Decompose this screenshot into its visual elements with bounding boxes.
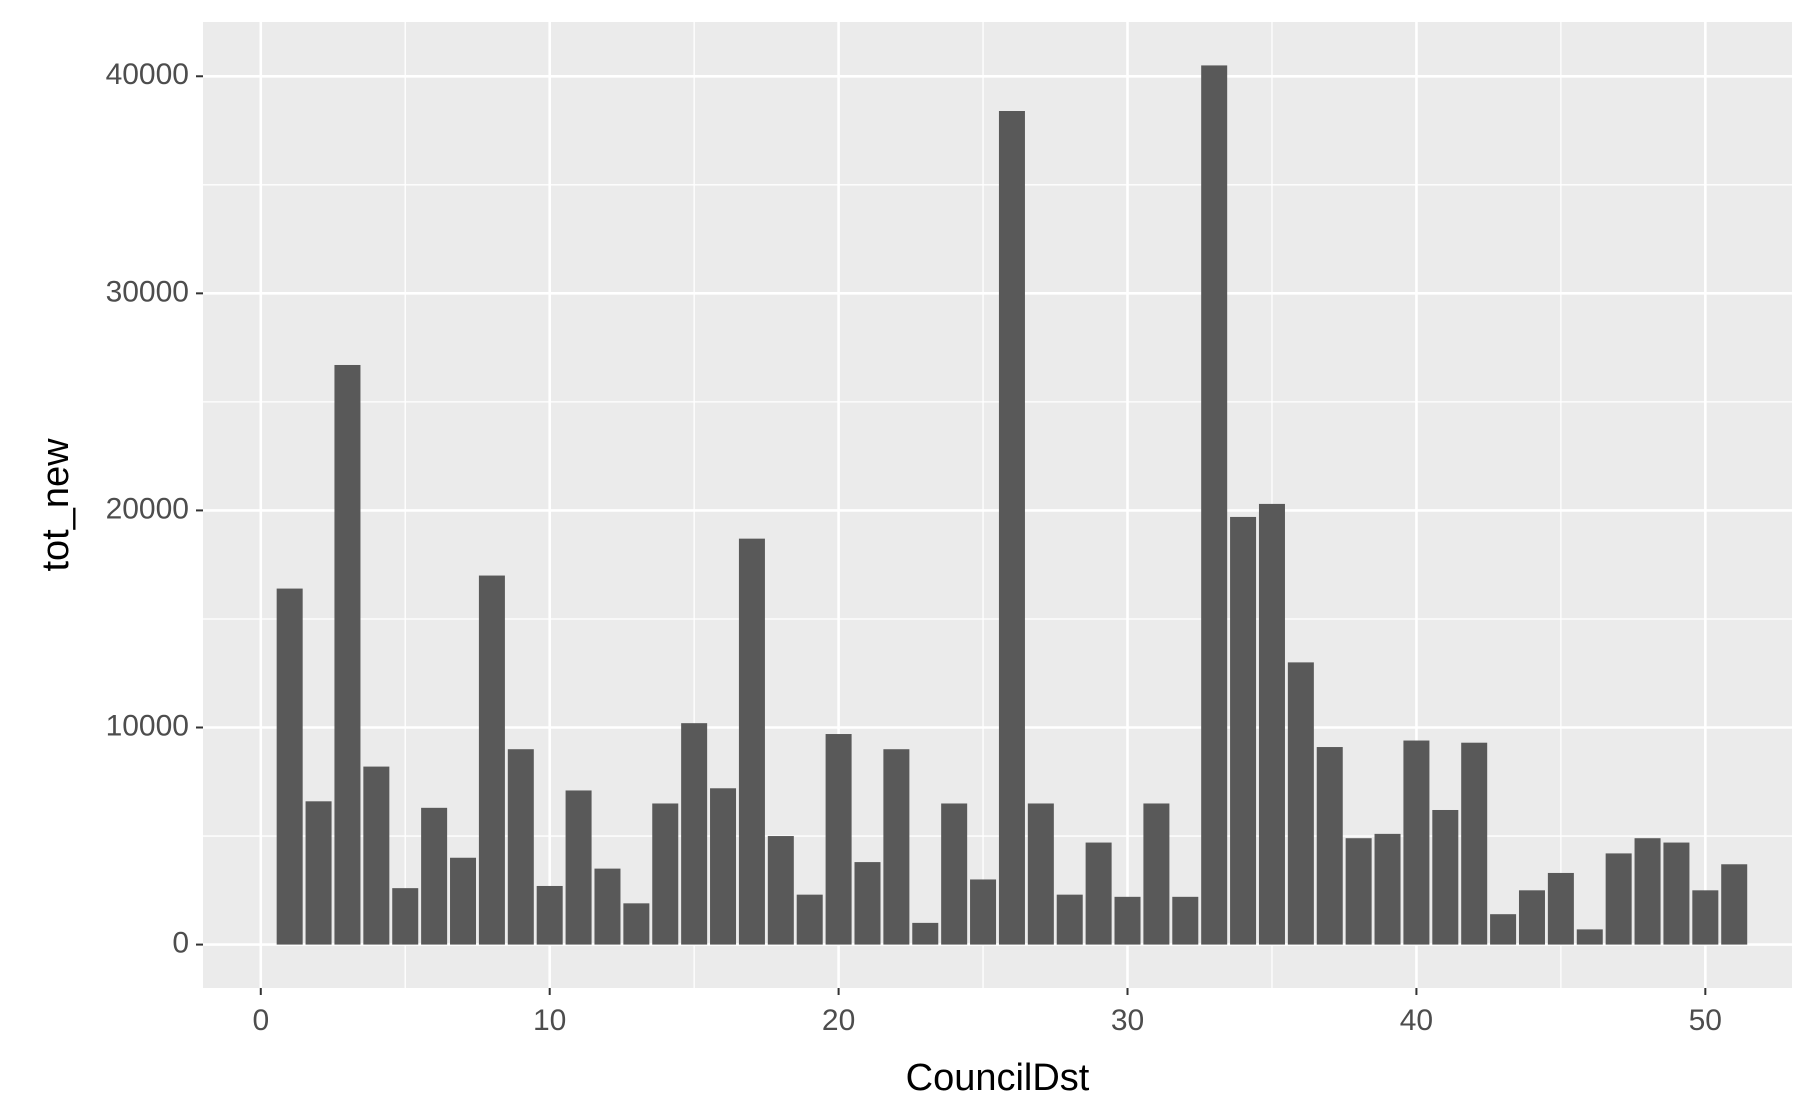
x-tick-label: 40 (1400, 1004, 1433, 1037)
bar (1576, 929, 1603, 945)
bar (276, 588, 303, 945)
minor-gridlines (203, 22, 1792, 988)
bar (421, 807, 448, 945)
y-tick-label: 40000 (106, 58, 189, 91)
bar (941, 803, 968, 945)
x-axis-title: CouncilDst (906, 1057, 1090, 1099)
bar (738, 538, 765, 945)
bar (1056, 894, 1083, 945)
bar (1143, 803, 1170, 945)
x-tick-label: 0 (252, 1004, 269, 1037)
bar (594, 868, 621, 945)
bar (652, 803, 679, 945)
bar (450, 857, 477, 945)
bar (970, 879, 997, 945)
bar (1345, 838, 1372, 945)
bar (565, 790, 592, 945)
plot-panel (203, 22, 1792, 988)
bar (1721, 864, 1748, 945)
bar (1230, 516, 1257, 945)
bar (334, 364, 361, 945)
bar (1258, 503, 1285, 945)
bar (1027, 803, 1054, 945)
y-axis-title: tot_new (35, 438, 77, 572)
bar (681, 723, 708, 945)
bar (1316, 747, 1343, 945)
bar (1461, 742, 1488, 945)
bar (825, 734, 852, 945)
bars (276, 65, 1748, 945)
bar (1663, 842, 1690, 945)
bar (912, 922, 939, 945)
x-tick-label: 20 (822, 1004, 855, 1037)
x-tick-label: 10 (533, 1004, 566, 1037)
bar (1374, 833, 1401, 945)
bar (1114, 896, 1141, 945)
bar (767, 836, 794, 945)
bar (363, 766, 390, 945)
bar (998, 111, 1025, 945)
bar (796, 894, 823, 945)
bar (1692, 890, 1719, 945)
bar (1490, 914, 1517, 945)
bar (478, 575, 505, 945)
bar (1605, 853, 1632, 945)
bar (536, 885, 563, 945)
bar (883, 749, 910, 945)
y-tick-label: 0 (172, 927, 189, 960)
x-axis: 0 10 20 30 40 50 (252, 1004, 1722, 1037)
bar (1287, 662, 1314, 945)
x-tick-label: 30 (1111, 1004, 1144, 1037)
bar (710, 788, 737, 945)
y-tick-label: 20000 (106, 492, 189, 525)
bar (854, 862, 881, 945)
bar (623, 903, 650, 945)
bar (1403, 740, 1430, 945)
y-tick-label: 30000 (106, 275, 189, 308)
y-tick-label: 10000 (106, 709, 189, 742)
bar (1172, 896, 1199, 945)
bar (305, 801, 332, 945)
bar (1547, 872, 1574, 945)
bar (392, 888, 419, 945)
tick-marks (196, 75, 1707, 995)
y-axis: 0 10000 20000 30000 40000 (106, 58, 189, 959)
bar (507, 749, 534, 945)
bar (1518, 890, 1545, 945)
bar (1085, 842, 1112, 945)
bar (1201, 65, 1228, 945)
bar (1432, 809, 1459, 945)
x-tick-label: 50 (1689, 1004, 1722, 1037)
bar (1634, 838, 1661, 945)
